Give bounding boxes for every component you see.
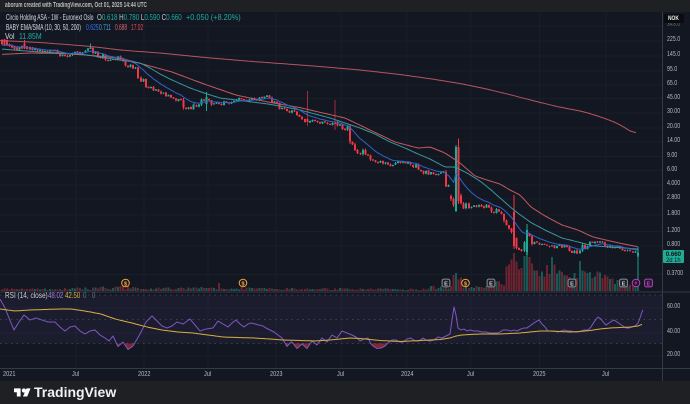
svg-text:$: $ — [124, 281, 128, 287]
svg-text:E: E — [622, 281, 626, 287]
svg-text:E: E — [489, 281, 493, 287]
svg-text:$: $ — [241, 281, 245, 287]
svg-text:$: $ — [464, 281, 468, 287]
svg-text:E: E — [444, 281, 448, 287]
svg-text:E: E — [647, 281, 651, 287]
svg-text:E: E — [570, 281, 574, 287]
